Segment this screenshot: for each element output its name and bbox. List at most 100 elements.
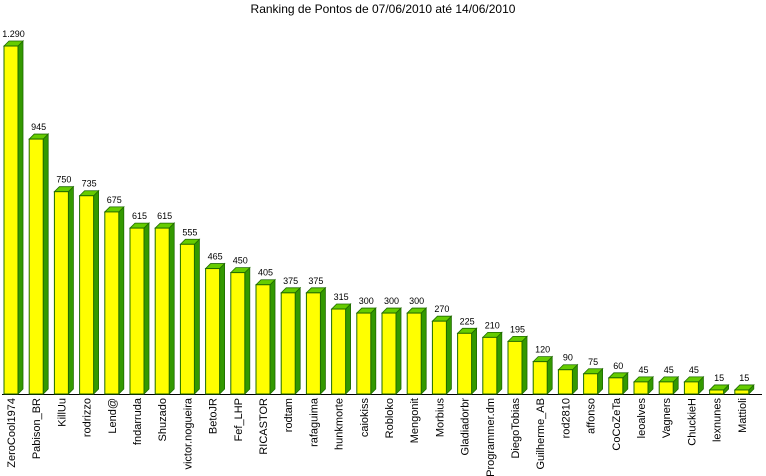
bar-front bbox=[633, 381, 649, 395]
category-label: CoCoZeTa bbox=[611, 397, 623, 450]
bar-side bbox=[471, 327, 478, 395]
bar-25 bbox=[633, 375, 654, 395]
value-label: 210 bbox=[485, 320, 500, 330]
category-label: Mengonit bbox=[409, 398, 421, 443]
category-label: caiokiss bbox=[359, 398, 371, 438]
bar-23 bbox=[582, 367, 604, 395]
bar-16 bbox=[406, 307, 428, 395]
category-label: rod2810 bbox=[560, 398, 572, 438]
value-label: 195 bbox=[510, 324, 525, 334]
value-label: 300 bbox=[384, 296, 399, 306]
category-label: BetoJR bbox=[208, 398, 220, 434]
bar-front bbox=[53, 191, 69, 395]
bar-front bbox=[280, 292, 296, 395]
value-label: 15 bbox=[714, 373, 724, 383]
bar-side bbox=[17, 40, 24, 395]
category-label: Programmer.dm bbox=[485, 398, 497, 476]
bar-side bbox=[294, 286, 301, 395]
category-label: Guilherme_AB bbox=[535, 398, 547, 470]
bar-24 bbox=[607, 371, 629, 395]
category-label: rodrizzo bbox=[82, 398, 94, 437]
bar-side bbox=[269, 278, 276, 395]
category-label: Mattioli bbox=[737, 398, 749, 433]
bar-side bbox=[420, 307, 427, 395]
bar-10 bbox=[255, 278, 276, 395]
bar-front bbox=[457, 332, 473, 395]
bar-14 bbox=[355, 307, 377, 395]
category-label: hunkmorte bbox=[334, 398, 346, 450]
value-label: 75 bbox=[588, 357, 598, 367]
bar-7 bbox=[179, 238, 201, 395]
bar-side bbox=[219, 262, 226, 395]
category-label: leoalves bbox=[636, 398, 648, 439]
category-label: Pabison_BR bbox=[31, 398, 43, 459]
bar-front bbox=[482, 336, 498, 395]
bar-front bbox=[381, 312, 397, 395]
category-label: rodtam bbox=[283, 398, 295, 432]
bar-front bbox=[734, 389, 750, 395]
category-label: fndarruda bbox=[132, 397, 144, 445]
category-label: Fef_LHP bbox=[233, 398, 245, 441]
bar-side bbox=[521, 335, 528, 395]
bar-13 bbox=[330, 303, 352, 395]
value-label: 300 bbox=[359, 296, 374, 306]
bar-19 bbox=[481, 331, 503, 395]
category-label: Lend@ bbox=[107, 398, 119, 434]
bar-side bbox=[118, 205, 125, 395]
bar-side bbox=[546, 355, 553, 395]
bar-front bbox=[406, 312, 422, 395]
bar-front bbox=[583, 373, 599, 395]
bar-27 bbox=[683, 375, 705, 395]
bar-front bbox=[230, 272, 246, 395]
category-label: victor.nogueira bbox=[182, 397, 194, 469]
bar-front bbox=[356, 312, 372, 395]
category-label: ZeroCool1974 bbox=[6, 398, 18, 468]
category-label: Robloko bbox=[384, 398, 396, 438]
bar-side bbox=[143, 222, 150, 395]
bar-front bbox=[79, 195, 95, 395]
bar-front bbox=[154, 227, 170, 395]
value-label: 375 bbox=[283, 276, 298, 286]
bar-front bbox=[658, 381, 674, 395]
category-label: affonso bbox=[586, 398, 598, 434]
bar-side bbox=[319, 286, 326, 395]
value-label: 45 bbox=[638, 365, 648, 375]
value-label: 60 bbox=[613, 361, 623, 371]
bar-front bbox=[683, 381, 699, 395]
bar-front bbox=[709, 389, 725, 395]
bar-front bbox=[129, 227, 145, 395]
bar-8 bbox=[204, 262, 226, 395]
bar-front bbox=[3, 45, 19, 395]
bar-side bbox=[496, 331, 503, 395]
value-label: 270 bbox=[434, 304, 449, 314]
bar-20 bbox=[507, 335, 528, 395]
value-label: 615 bbox=[132, 211, 147, 221]
value-label: 450 bbox=[233, 256, 248, 266]
value-label: 750 bbox=[56, 175, 71, 185]
bar-6 bbox=[154, 222, 176, 395]
bar-side bbox=[395, 307, 402, 395]
bar-front bbox=[104, 211, 120, 395]
bar-front bbox=[331, 308, 347, 395]
bar-12 bbox=[305, 286, 327, 395]
bar-4 bbox=[103, 205, 125, 395]
bar-side bbox=[193, 238, 200, 395]
bar-21 bbox=[532, 355, 554, 395]
bar-front bbox=[28, 138, 44, 395]
bar-9 bbox=[229, 266, 251, 395]
bar-side bbox=[68, 185, 74, 395]
category-label: ChuckieH bbox=[686, 398, 698, 446]
bar-18 bbox=[456, 327, 478, 395]
value-label: 90 bbox=[563, 353, 573, 363]
bar-front bbox=[608, 377, 624, 395]
bar-22 bbox=[557, 363, 579, 395]
value-label: 615 bbox=[157, 211, 172, 221]
bar-28 bbox=[708, 383, 730, 395]
bar-front bbox=[507, 340, 523, 395]
bar-17 bbox=[431, 315, 453, 395]
bar-front bbox=[179, 243, 195, 395]
bar-front bbox=[205, 268, 221, 395]
value-label: 225 bbox=[460, 316, 475, 326]
